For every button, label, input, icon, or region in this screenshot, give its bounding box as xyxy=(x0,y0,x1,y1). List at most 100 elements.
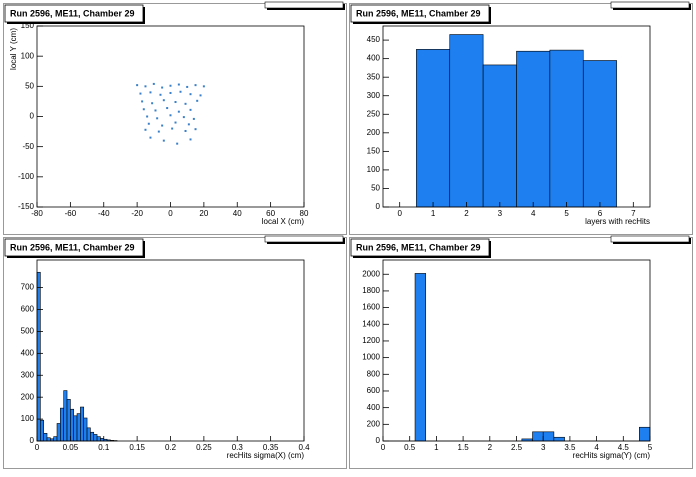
point xyxy=(186,86,188,88)
point xyxy=(185,103,187,105)
point xyxy=(171,128,173,130)
bar xyxy=(70,409,73,441)
point xyxy=(170,92,172,94)
point xyxy=(166,107,168,109)
x-tick-label: 3 xyxy=(541,443,546,452)
panel-frame xyxy=(4,4,347,235)
point xyxy=(163,140,165,142)
x-tick-label: 40 xyxy=(233,209,242,218)
bar xyxy=(550,50,583,207)
x-tick-label: 0.05 xyxy=(63,443,79,452)
y-tick-label: 100 xyxy=(367,165,381,174)
x-tick-label: 20 xyxy=(199,209,208,218)
y-tick-label: 600 xyxy=(21,305,35,314)
bar xyxy=(44,433,47,441)
y-tick-label: 400 xyxy=(21,348,35,357)
y-tick-label: 350 xyxy=(367,72,381,81)
bar xyxy=(483,65,516,207)
bar xyxy=(87,428,90,441)
point xyxy=(196,100,198,102)
y-tick-label: 300 xyxy=(21,370,35,379)
y-tick-label: 1600 xyxy=(362,303,380,312)
point xyxy=(149,137,151,139)
x-tick-label: -20 xyxy=(131,209,143,218)
point xyxy=(188,123,190,125)
y-tick-label: 450 xyxy=(367,35,381,44)
point xyxy=(136,84,138,86)
point xyxy=(159,94,161,96)
y-tick-label: 200 xyxy=(367,128,381,137)
point xyxy=(170,114,172,116)
bar xyxy=(37,272,40,441)
x-tick-label: 2 xyxy=(464,209,469,218)
bar xyxy=(74,416,77,441)
bar xyxy=(57,423,60,441)
bar xyxy=(90,432,93,441)
y-tick-label: -100 xyxy=(18,172,35,181)
y-tick-label: 300 xyxy=(367,91,381,100)
bar xyxy=(517,51,550,207)
y-tick-label: -150 xyxy=(18,202,35,211)
point xyxy=(190,109,192,111)
x-axis-label: recHits sigma(Y) (cm) xyxy=(573,451,651,460)
x-tick-label: 3 xyxy=(498,209,503,218)
bar xyxy=(47,438,50,441)
panel-frame xyxy=(4,238,347,469)
x-tick-label: 1.5 xyxy=(458,443,470,452)
point xyxy=(158,131,160,133)
y-tick-label: 200 xyxy=(367,419,381,428)
y-tick-label: 0 xyxy=(30,112,35,121)
bar xyxy=(415,273,426,441)
y-tick-label: 50 xyxy=(371,184,380,193)
point xyxy=(141,100,143,102)
x-axis-label: local X (cm) xyxy=(262,217,305,226)
y-tick-label: 600 xyxy=(367,386,381,395)
y-tick-label: 700 xyxy=(21,283,35,292)
y-tick-label: 1400 xyxy=(362,319,380,328)
point xyxy=(195,128,197,130)
y-tick-label: 150 xyxy=(367,146,381,155)
point xyxy=(178,84,180,86)
y-tick-label: 200 xyxy=(21,392,35,401)
bar xyxy=(639,427,650,441)
point xyxy=(163,99,165,101)
point xyxy=(178,111,180,113)
point xyxy=(144,129,146,131)
y-tick-label: 100 xyxy=(21,51,35,60)
x-tick-label: 0.1 xyxy=(98,443,110,452)
point xyxy=(190,138,192,140)
bar xyxy=(416,49,449,207)
stats-box xyxy=(265,236,343,242)
bar xyxy=(77,414,80,441)
y-tick-label: 2000 xyxy=(362,269,380,278)
chart-title: Run 2596, ME11, Chamber 29 xyxy=(356,8,481,18)
point xyxy=(144,85,146,87)
x-tick-label: 2 xyxy=(488,443,493,452)
x-axis-label: recHits sigma(X) (cm) xyxy=(227,451,305,460)
x-tick-label: 5 xyxy=(564,209,569,218)
bar xyxy=(94,434,97,441)
y-tick-label: -50 xyxy=(22,142,34,151)
point xyxy=(148,123,150,125)
x-tick-label: 0 xyxy=(381,443,386,452)
x-tick-label: 1 xyxy=(434,443,439,452)
bar xyxy=(583,60,616,207)
x-tick-label: -60 xyxy=(65,209,77,218)
y-tick-label: 1000 xyxy=(362,353,380,362)
y-tick-label: 0 xyxy=(376,436,381,445)
stats-box xyxy=(611,236,689,242)
bar xyxy=(54,437,57,441)
stats-box xyxy=(611,2,689,8)
bar xyxy=(60,408,63,441)
bar xyxy=(450,35,483,207)
point xyxy=(185,130,187,132)
bar xyxy=(97,437,100,441)
chart-title: Run 2596, ME11, Chamber 29 xyxy=(356,242,481,252)
y-tick-label: 800 xyxy=(367,369,381,378)
point xyxy=(156,117,158,119)
point xyxy=(176,143,178,145)
bar xyxy=(67,399,70,441)
bar xyxy=(40,420,43,441)
